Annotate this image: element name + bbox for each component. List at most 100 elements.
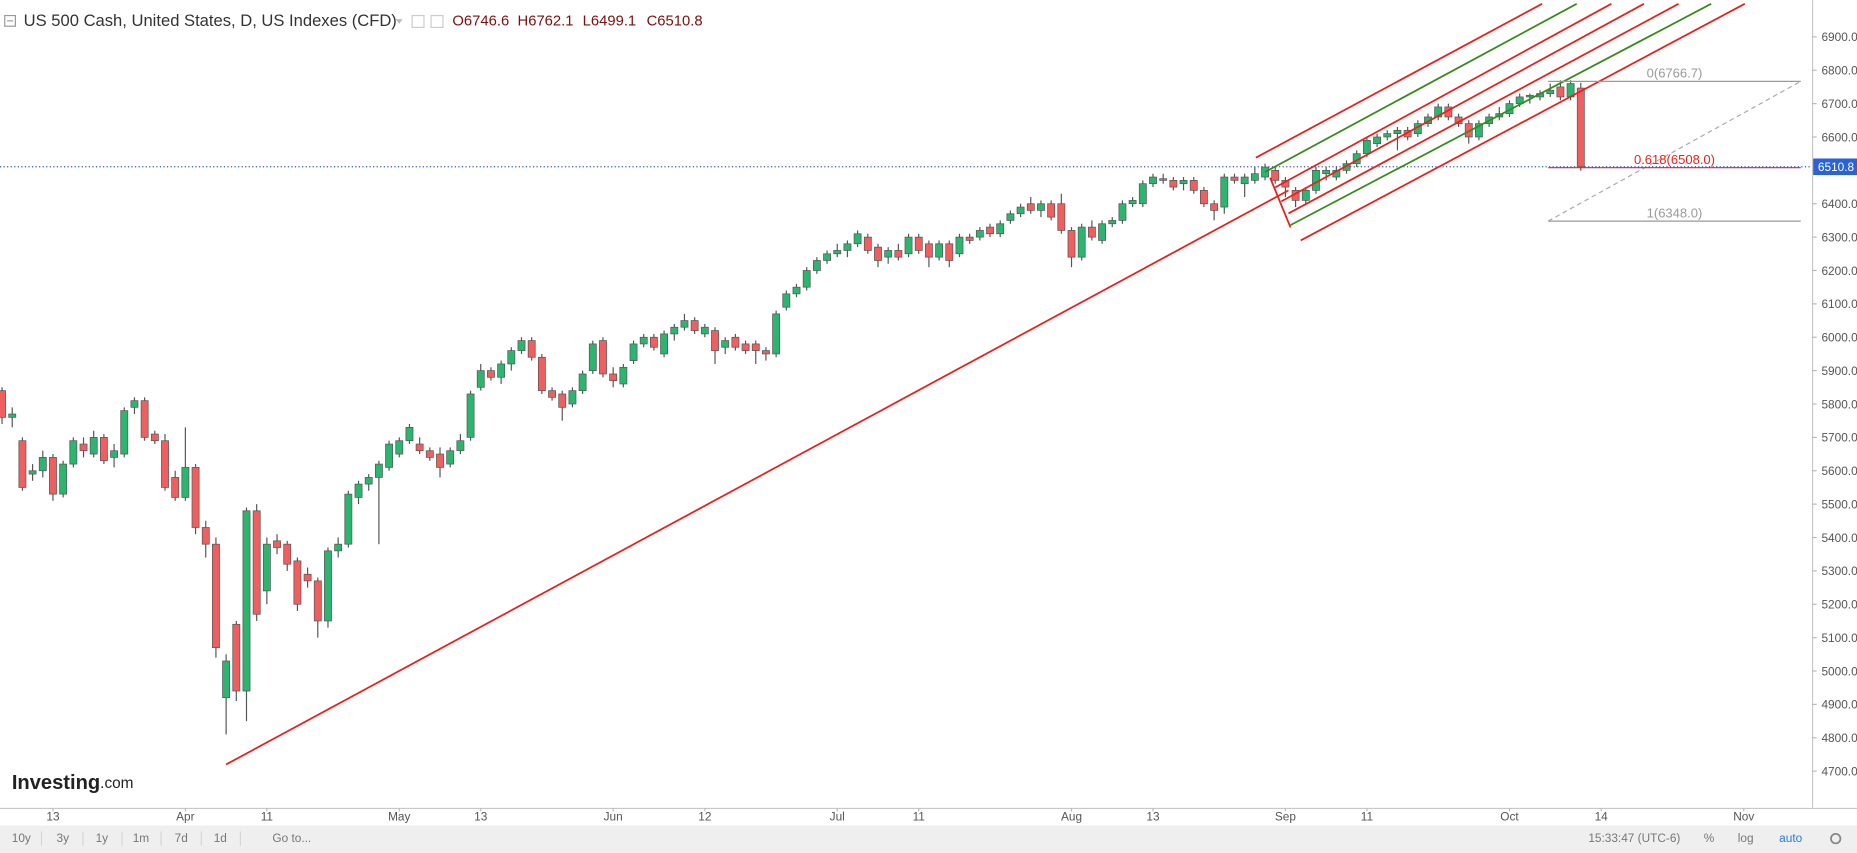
candle-body xyxy=(324,550,332,622)
toolbar-button[interactable]: 1m xyxy=(133,831,150,845)
candle-body xyxy=(1210,203,1219,211)
toolbar-button[interactable]: 7d xyxy=(175,831,188,845)
y-tick-label: 6200.0 xyxy=(1821,264,1857,278)
candle-body xyxy=(487,370,495,378)
last-price-tag xyxy=(1813,158,1857,176)
candle-body xyxy=(670,326,679,335)
candle-body xyxy=(456,440,465,452)
x-tick-label: Jul xyxy=(830,809,845,823)
candle-body xyxy=(0,390,6,418)
dropdown-icon[interactable] xyxy=(395,19,403,24)
candle-body xyxy=(660,333,669,355)
candle-body xyxy=(201,527,210,545)
toolbar-button[interactable]: 3y xyxy=(57,831,70,845)
y-tick-label: 6100.0 xyxy=(1821,297,1857,311)
candle-body xyxy=(150,433,159,442)
toolbar-button[interactable]: Go to... xyxy=(272,831,311,845)
toolbar-button[interactable]: 10y xyxy=(12,831,31,845)
candle-body xyxy=(914,236,923,251)
candle-body xyxy=(69,440,78,465)
y-tick-label: 6900.0 xyxy=(1821,30,1857,44)
candle-body xyxy=(1556,86,1565,98)
candle-body xyxy=(680,320,689,328)
candle-body xyxy=(1149,176,1157,185)
candle-body xyxy=(649,336,658,348)
candle-body xyxy=(1240,176,1249,185)
candle-body xyxy=(364,477,373,485)
candle-body xyxy=(497,363,506,378)
y-tick-label: 6700.0 xyxy=(1821,97,1857,111)
settings-icon[interactable] xyxy=(430,14,444,28)
candle-body xyxy=(1434,106,1443,118)
candle-body xyxy=(925,243,933,258)
y-tick-label: 5900.0 xyxy=(1821,364,1857,378)
candle-body xyxy=(1230,176,1239,181)
collapse-icon[interactable] xyxy=(4,14,16,27)
candle-body xyxy=(252,510,261,615)
candle-body xyxy=(79,443,88,452)
candle-body xyxy=(1362,139,1371,155)
candle-body xyxy=(527,340,536,358)
y-tick-label: 5400.0 xyxy=(1821,531,1857,545)
candle-body xyxy=(965,236,974,241)
candle-body xyxy=(181,467,190,498)
clock: 15:33:47 (UTC-6) xyxy=(1588,831,1680,845)
settings-icon[interactable] xyxy=(411,14,425,28)
candle-body xyxy=(222,660,231,699)
candle-body xyxy=(1525,94,1534,98)
x-tick-label: Apr xyxy=(176,809,194,823)
candle-body xyxy=(1271,170,1280,181)
candle-body xyxy=(823,253,831,261)
y-tick-label: 4700.0 xyxy=(1821,764,1857,778)
candle-body xyxy=(537,356,546,392)
y-tick-label: 5000.0 xyxy=(1821,664,1857,678)
candle-body xyxy=(629,343,638,361)
candle-body xyxy=(476,370,485,388)
candle-body xyxy=(405,427,414,442)
candle-body xyxy=(262,543,271,592)
candle-body xyxy=(1026,203,1035,211)
candle-body xyxy=(171,477,180,498)
candle-body xyxy=(802,270,811,288)
candle-body xyxy=(721,340,730,348)
candle-body xyxy=(1220,176,1229,208)
fib-label: 1(6348.0) xyxy=(1647,205,1703,220)
x-tick-label: 12 xyxy=(698,809,711,823)
candle-body xyxy=(853,233,862,245)
toolbar-button[interactable]: log xyxy=(1738,831,1754,845)
x-tick-label: May xyxy=(388,809,410,823)
candle-body xyxy=(986,226,994,235)
logo-main: Investing xyxy=(12,772,100,794)
candle-body xyxy=(466,393,475,438)
candle-body xyxy=(507,350,516,365)
candle-body xyxy=(110,450,118,458)
candle-body xyxy=(568,390,577,405)
x-tick-label: 13 xyxy=(46,809,60,823)
ohlc-high: H6762.1 xyxy=(518,13,574,29)
y-tick-label: 4800.0 xyxy=(1821,731,1857,745)
candle-body xyxy=(1169,180,1178,188)
toolbar-button[interactable]: % xyxy=(1704,831,1715,845)
candle-body xyxy=(1576,87,1585,168)
y-tick-label: 5200.0 xyxy=(1821,598,1857,612)
x-tick-label: 13 xyxy=(1146,809,1160,823)
candle-body xyxy=(313,580,322,622)
settings-gear[interactable] xyxy=(1830,833,1842,845)
candle-body xyxy=(782,293,791,308)
y-tick-label: 4900.0 xyxy=(1821,698,1857,712)
candle-body xyxy=(762,350,770,355)
toolbar-button[interactable]: 1d xyxy=(214,831,227,845)
toolbar-button[interactable]: auto xyxy=(1779,831,1802,845)
candle-body xyxy=(1016,206,1025,215)
trendline xyxy=(1269,177,1292,228)
candle-body xyxy=(8,413,17,418)
candle-body xyxy=(1475,123,1483,138)
candle-body xyxy=(741,343,750,351)
candle-body xyxy=(1108,220,1117,225)
candle-body xyxy=(599,340,607,375)
candle-body xyxy=(1301,190,1310,201)
candle-body xyxy=(588,343,597,371)
toolbar-button[interactable]: 1y xyxy=(96,831,109,845)
